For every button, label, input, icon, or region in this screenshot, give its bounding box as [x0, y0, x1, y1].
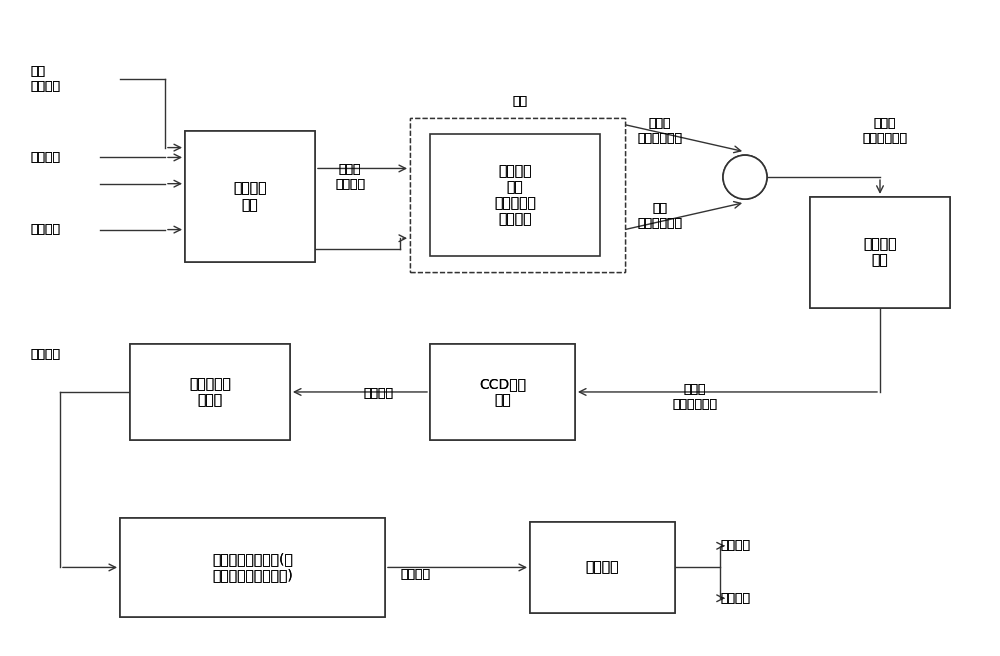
Text: 大气特性: 大气特性	[30, 223, 60, 236]
Text: 焦平面
光强分布矩阵: 焦平面 光强分布矩阵	[672, 383, 718, 411]
Text: 探测概率: 探测概率	[720, 539, 750, 552]
FancyBboxPatch shape	[430, 344, 575, 440]
Text: CCD系统
仿真: CCD系统 仿真	[479, 377, 526, 407]
Text: 视点信息: 视点信息	[30, 151, 60, 164]
Text: 灰度图像: 灰度图像	[363, 387, 393, 400]
FancyBboxPatch shape	[430, 344, 575, 440]
Text: 处理图像: 处理图像	[30, 348, 60, 361]
FancyBboxPatch shape	[120, 518, 385, 617]
Text: 图像处理系
统仿真: 图像处理系 统仿真	[189, 377, 231, 407]
FancyBboxPatch shape	[120, 518, 385, 617]
Text: 探测概率: 探测概率	[720, 539, 750, 552]
Text: 大气: 大气	[512, 95, 528, 108]
Text: 目标场景
仿真: 目标场景 仿真	[233, 182, 267, 212]
Ellipse shape	[723, 155, 767, 199]
FancyBboxPatch shape	[430, 134, 600, 256]
Text: 空间点
信息矩阵: 空间点 信息矩阵	[335, 163, 365, 191]
Text: CCD系统
仿真: CCD系统 仿真	[479, 377, 526, 407]
Text: 识别概率: 识别概率	[720, 592, 750, 605]
Text: 背景
辐射分布矩阵: 背景 辐射分布矩阵	[638, 203, 682, 230]
Text: 背景
辐射分布矩阵: 背景 辐射分布矩阵	[638, 203, 682, 230]
Text: +: +	[739, 170, 751, 184]
Text: 数据传输系统仿真(编
码压缩、传输、解压): 数据传输系统仿真(编 码压缩、传输、解压)	[212, 552, 293, 583]
FancyBboxPatch shape	[410, 118, 625, 272]
Text: 入瞳前
光强分布矩阵: 入瞳前 光强分布矩阵	[862, 117, 908, 145]
Ellipse shape	[723, 155, 767, 199]
Text: 焦平面
光强分布矩阵: 焦平面 光强分布矩阵	[672, 383, 718, 411]
FancyBboxPatch shape	[130, 344, 290, 440]
FancyBboxPatch shape	[430, 134, 600, 256]
Text: 人眼识别: 人眼识别	[586, 560, 619, 575]
FancyBboxPatch shape	[185, 131, 315, 262]
FancyBboxPatch shape	[185, 131, 315, 262]
Text: 传输后
光强分布矩阵: 传输后 光强分布矩阵	[638, 117, 682, 145]
Text: 目标场景
仿真: 目标场景 仿真	[233, 182, 267, 212]
FancyBboxPatch shape	[130, 344, 290, 440]
Text: 大气传输
仿真
中低空背景
辐射仿真: 大气传输 仿真 中低空背景 辐射仿真	[494, 164, 536, 226]
FancyBboxPatch shape	[810, 197, 950, 308]
Text: 大气特性: 大气特性	[30, 223, 60, 236]
Text: 人眼识别: 人眼识别	[586, 560, 619, 575]
FancyBboxPatch shape	[810, 197, 950, 308]
Text: +: +	[739, 170, 751, 184]
Text: 视点信息: 视点信息	[30, 151, 60, 164]
Text: 处理图像: 处理图像	[30, 348, 60, 361]
FancyBboxPatch shape	[530, 522, 675, 613]
Text: 光学系统
仿真: 光学系统 仿真	[863, 237, 897, 268]
Text: 空间点
信息矩阵: 空间点 信息矩阵	[335, 163, 365, 191]
Text: 数据传输系统仿真(编
码压缩、传输、解压): 数据传输系统仿真(编 码压缩、传输、解压)	[212, 552, 293, 583]
Text: 场景
太阳位置: 场景 太阳位置	[30, 65, 60, 92]
FancyBboxPatch shape	[410, 118, 625, 272]
Text: 灰度图像: 灰度图像	[363, 387, 393, 400]
Text: 识别概率: 识别概率	[720, 592, 750, 605]
Text: 大气: 大气	[512, 95, 528, 108]
Text: 传输后
光强分布矩阵: 传输后 光强分布矩阵	[638, 117, 682, 145]
Text: 入瞳前
光强分布矩阵: 入瞳前 光强分布矩阵	[862, 117, 908, 145]
Text: 终端图像: 终端图像	[400, 567, 430, 581]
Text: 场景
太阳位置: 场景 太阳位置	[30, 65, 60, 92]
Text: 大气传输
仿真
中低空背景
辐射仿真: 大气传输 仿真 中低空背景 辐射仿真	[494, 164, 536, 226]
Text: 图像处理系
统仿真: 图像处理系 统仿真	[189, 377, 231, 407]
Text: 光学系统
仿真: 光学系统 仿真	[863, 237, 897, 268]
FancyBboxPatch shape	[530, 522, 675, 613]
Text: 终端图像: 终端图像	[400, 567, 430, 581]
